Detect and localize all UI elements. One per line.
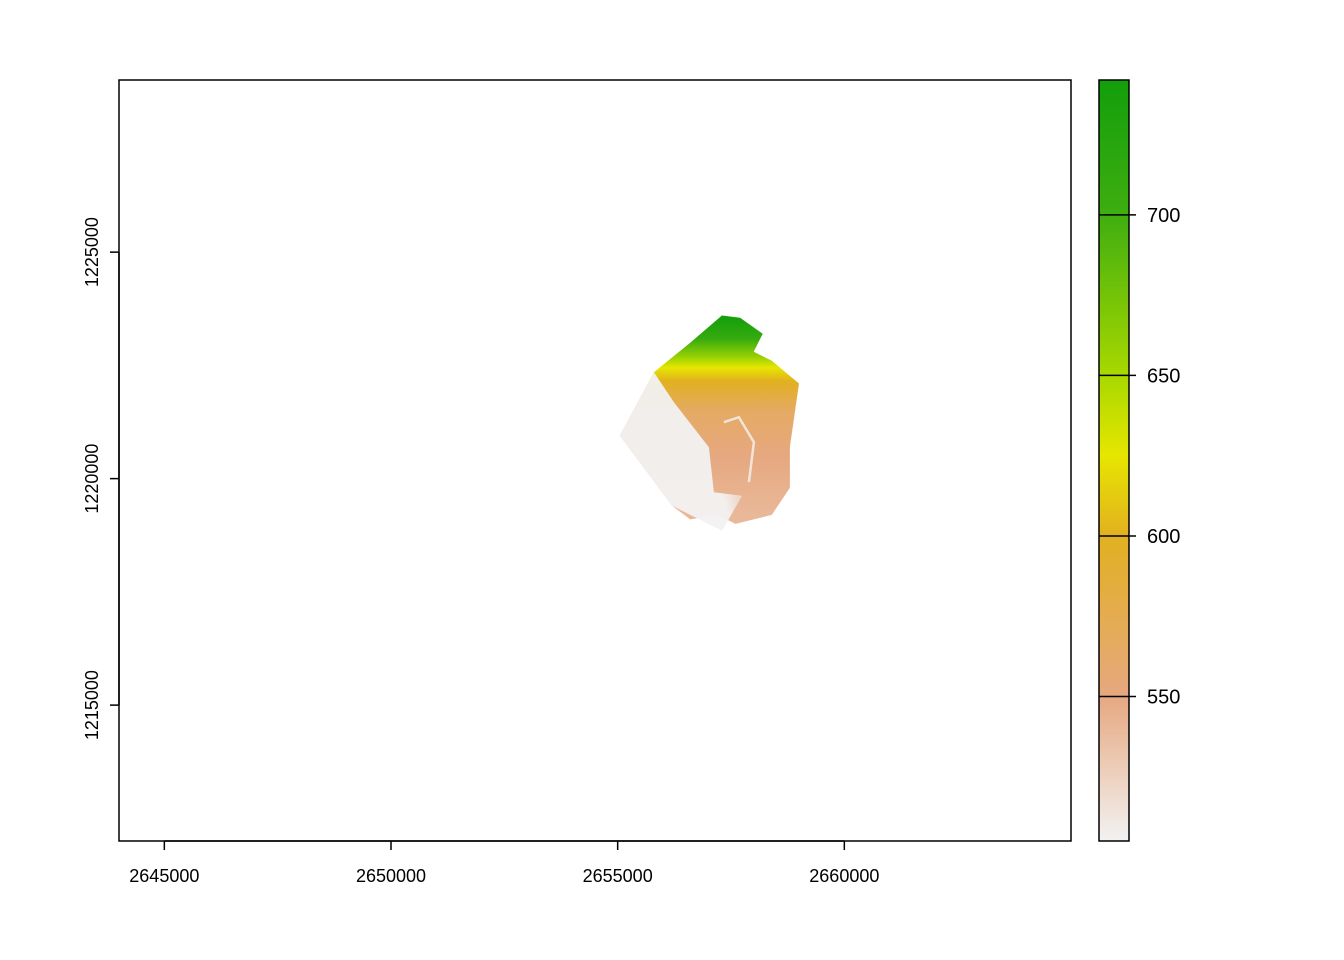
x-tick-label: 2660000	[809, 866, 879, 886]
x-tick-label: 2650000	[356, 866, 426, 886]
x-tick-label: 2645000	[129, 866, 199, 886]
legend-colorbar	[1098, 79, 1130, 842]
map-panel	[619, 315, 799, 531]
legend-ticks: 550 600 650 700	[1099, 205, 1180, 709]
elevation-raster	[619, 315, 799, 531]
plot-frame	[118, 79, 1072, 842]
legend-tick-label: 600	[1147, 526, 1180, 548]
legend-tick-label: 550	[1147, 687, 1180, 709]
y-axis: 1215000 1220000 1225000	[82, 217, 120, 740]
valley-region	[619, 372, 743, 531]
color-legend: 550 600 650 700	[1098, 79, 1180, 842]
y-tick-label: 1225000	[82, 217, 102, 287]
stream-channel	[723, 415, 756, 483]
x-tick-label: 2655000	[583, 866, 653, 886]
y-tick-label: 1220000	[82, 444, 102, 514]
legend-tick-label: 650	[1147, 365, 1180, 387]
x-axis: 2645000 2650000 2655000 2660000	[129, 840, 879, 886]
legend-tick-label: 700	[1147, 205, 1180, 227]
y-tick-label: 1215000	[82, 670, 102, 740]
